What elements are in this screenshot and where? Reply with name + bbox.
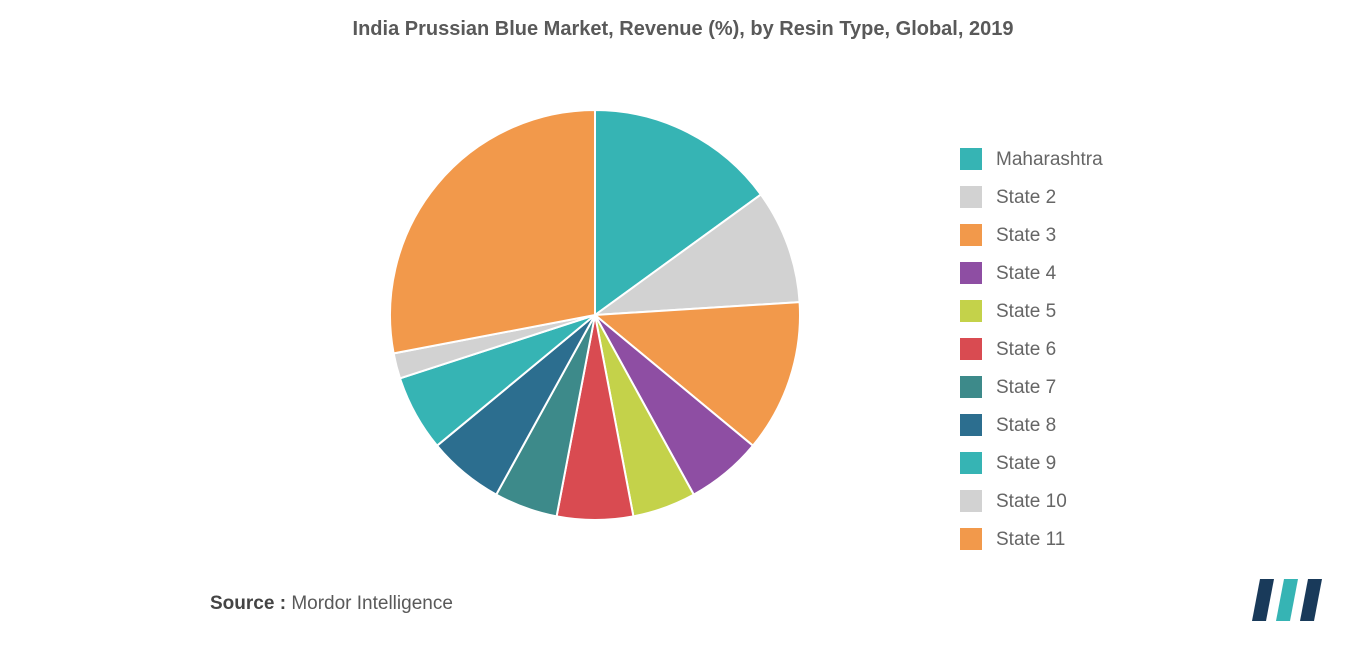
legend-swatch bbox=[960, 414, 982, 436]
legend-swatch bbox=[960, 300, 982, 322]
legend-item: State 3 bbox=[960, 224, 1103, 246]
brand-logo bbox=[1246, 575, 1326, 625]
legend-label: State 8 bbox=[996, 416, 1056, 435]
legend-item: State 5 bbox=[960, 300, 1103, 322]
legend-item: State 2 bbox=[960, 186, 1103, 208]
pie-slice bbox=[390, 110, 595, 353]
legend: Maharashtra State 2 State 3 State 4 State 5 S… bbox=[960, 148, 1103, 566]
chart-area: Maharashtra State 2 State 3 State 4 State 5 S… bbox=[0, 80, 1366, 550]
legend-item: State 10 bbox=[960, 490, 1103, 512]
legend-label: State 5 bbox=[996, 302, 1056, 321]
legend-item: State 6 bbox=[960, 338, 1103, 360]
source-value: Mordor Intelligence bbox=[291, 593, 453, 614]
legend-swatch bbox=[960, 224, 982, 246]
legend-label: State 3 bbox=[996, 226, 1056, 245]
legend-swatch bbox=[960, 376, 982, 398]
legend-swatch bbox=[960, 186, 982, 208]
legend-item: State 11 bbox=[960, 528, 1103, 550]
legend-label: Maharashtra bbox=[996, 150, 1103, 169]
legend-item: Maharashtra bbox=[960, 148, 1103, 170]
legend-swatch bbox=[960, 452, 982, 474]
logo-bar bbox=[1300, 579, 1322, 621]
source-label: Source : bbox=[210, 593, 286, 614]
source-line: Source : Mordor Intelligence bbox=[210, 593, 453, 615]
logo-bar bbox=[1276, 579, 1298, 621]
legend-label: State 2 bbox=[996, 188, 1056, 207]
legend-label: State 11 bbox=[996, 530, 1065, 549]
legend-item: State 9 bbox=[960, 452, 1103, 474]
pie-svg bbox=[390, 110, 800, 520]
legend-label: State 4 bbox=[996, 264, 1056, 283]
legend-item: State 7 bbox=[960, 376, 1103, 398]
brand-logo-svg bbox=[1246, 575, 1326, 625]
legend-item: State 4 bbox=[960, 262, 1103, 284]
pie-chart bbox=[390, 110, 800, 520]
legend-swatch bbox=[960, 338, 982, 360]
chart-title: India Prussian Blue Market, Revenue (%),… bbox=[0, 18, 1366, 41]
legend-item: State 8 bbox=[960, 414, 1103, 436]
legend-swatch bbox=[960, 490, 982, 512]
legend-swatch bbox=[960, 262, 982, 284]
legend-label: State 7 bbox=[996, 378, 1056, 397]
legend-label: State 10 bbox=[996, 492, 1067, 511]
legend-swatch bbox=[960, 528, 982, 550]
logo-bar bbox=[1252, 579, 1274, 621]
legend-swatch bbox=[960, 148, 982, 170]
legend-label: State 9 bbox=[996, 454, 1056, 473]
legend-label: State 6 bbox=[996, 340, 1056, 359]
